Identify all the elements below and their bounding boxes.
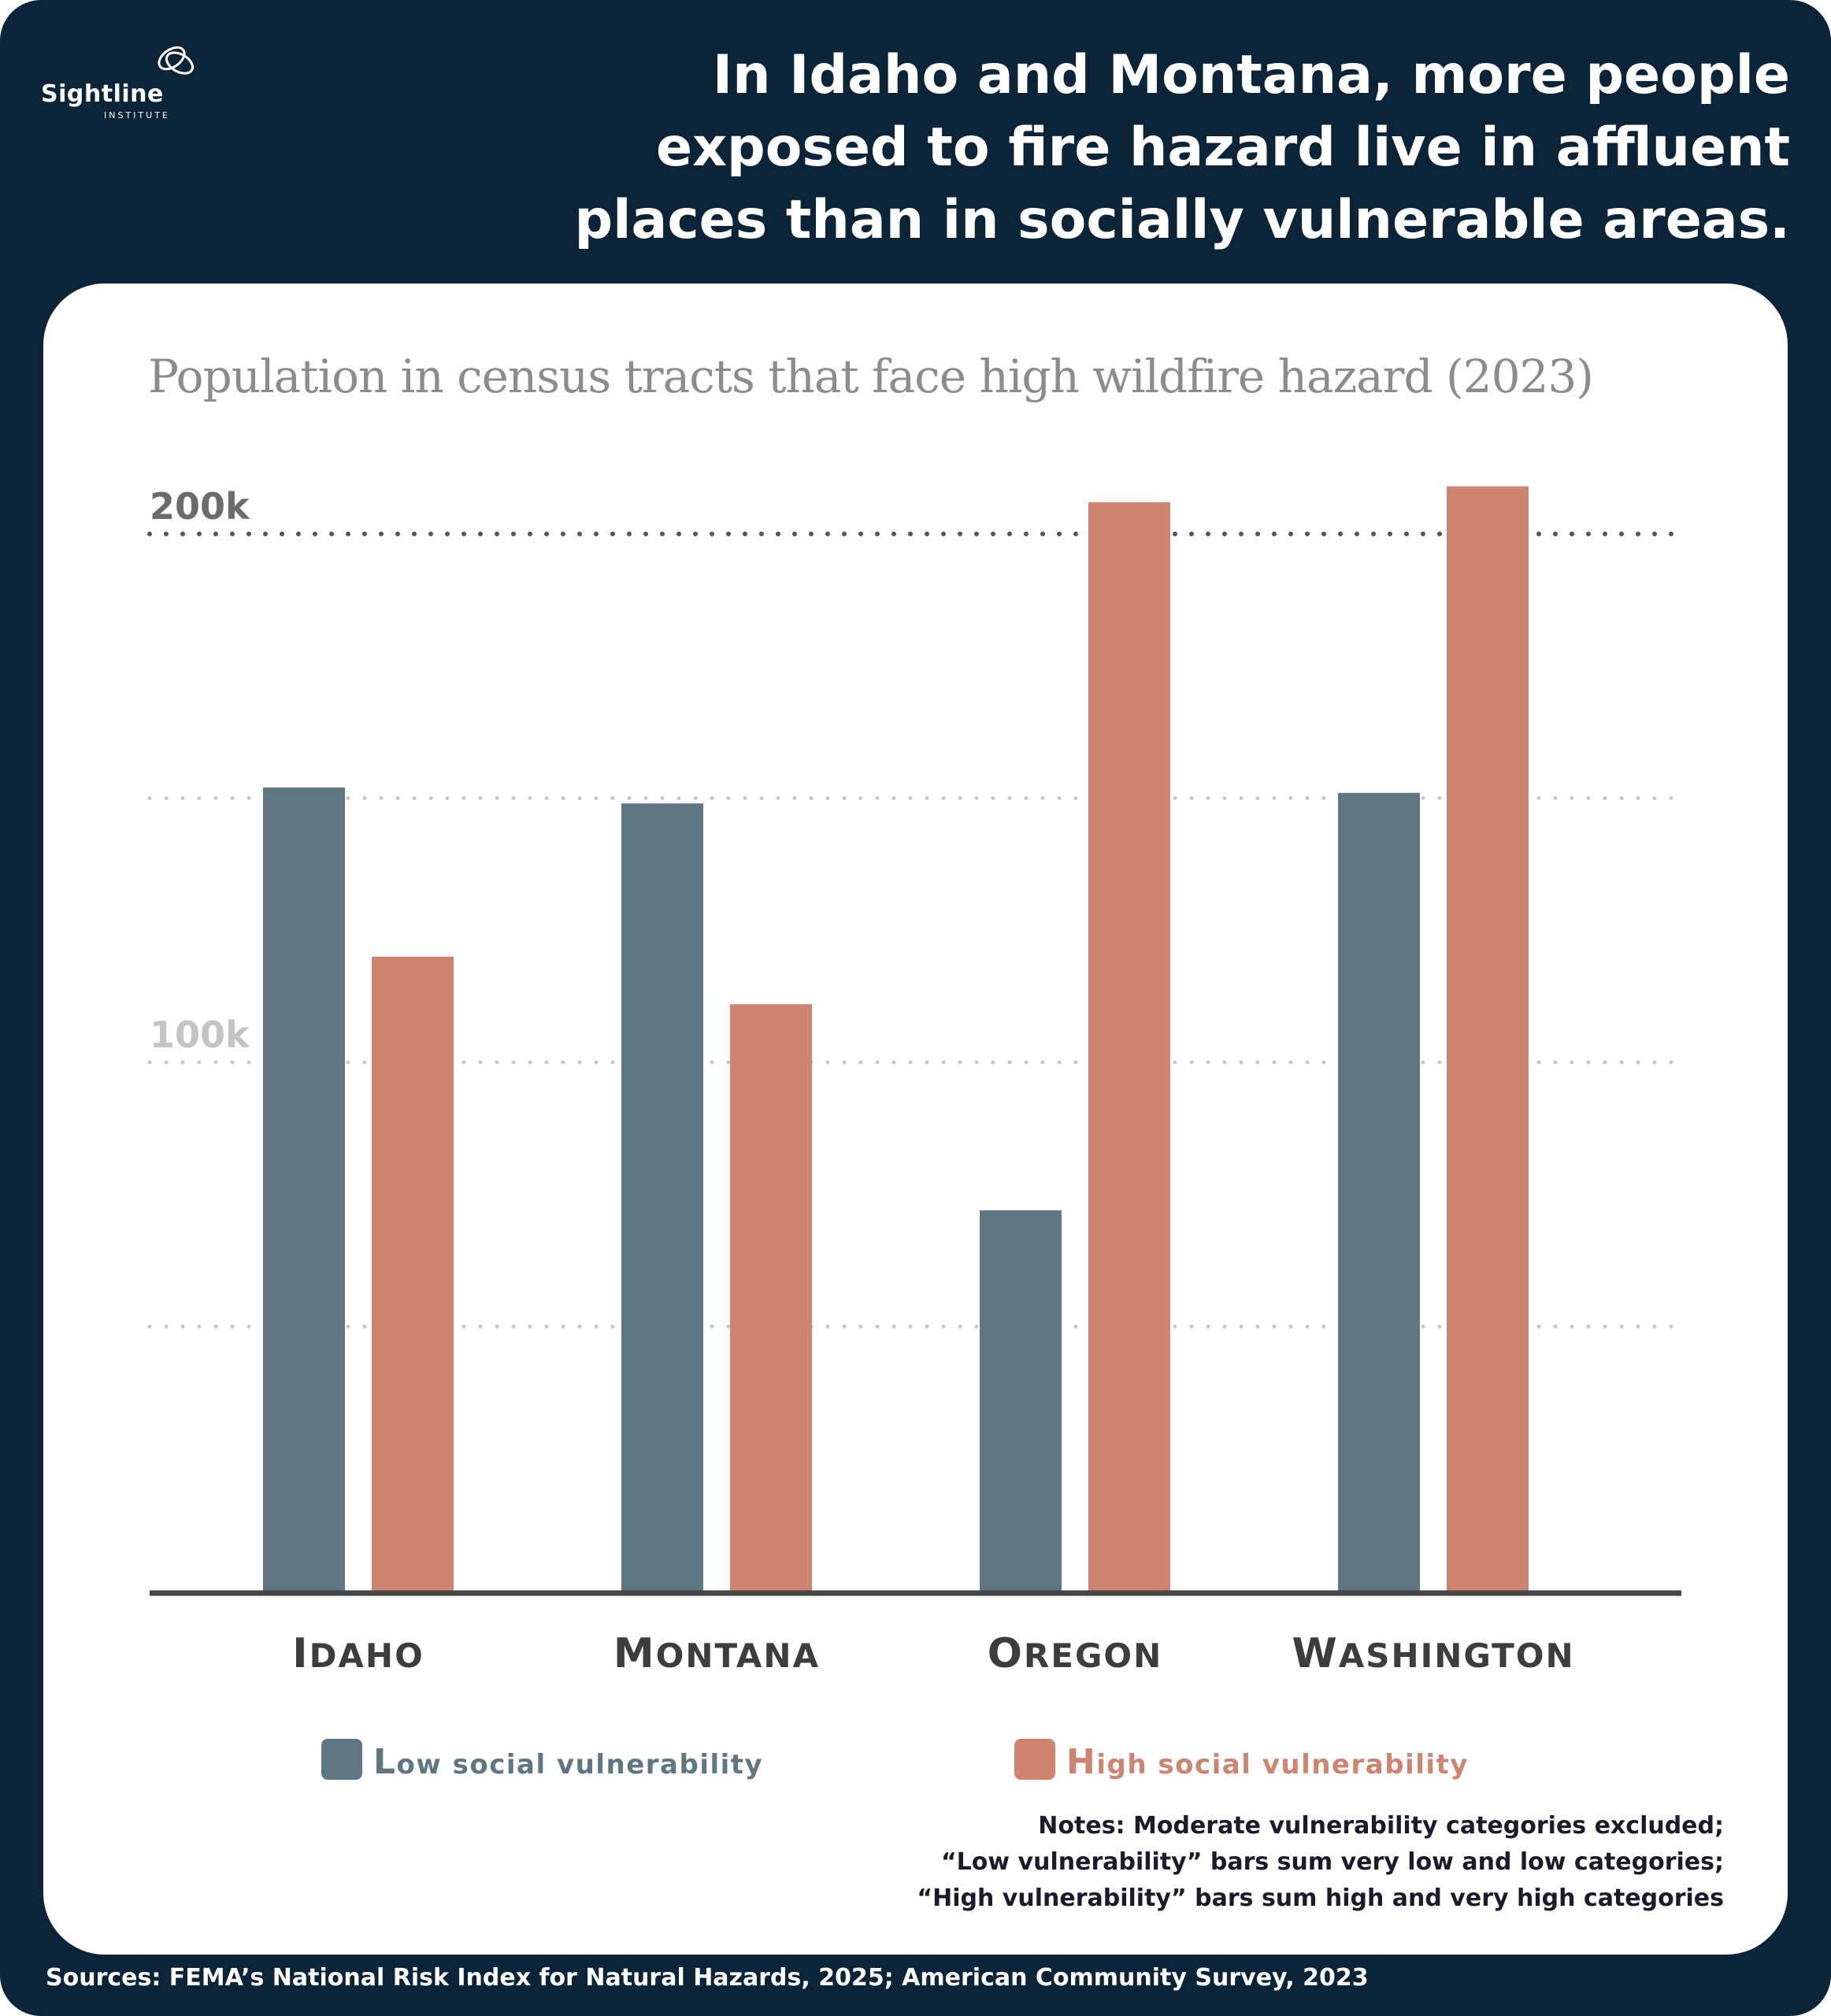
y-tick-label: 100k [150, 1014, 250, 1056]
legend-label-low: Low social vulnerability [373, 1742, 764, 1782]
logo-wordmark: Sightline [41, 80, 164, 108]
notes-line: Notes: Moderate vulnerability categories… [1038, 1812, 1724, 1840]
bar-washington-high [1447, 486, 1529, 1591]
logo-loops-icon [158, 46, 195, 75]
logo-subtitle: INSTITUTE [104, 110, 170, 120]
headline: In Idaho and Montana, more people expose… [294, 39, 1790, 257]
bar-idaho-high [372, 956, 454, 1591]
legend-swatch-low [321, 1739, 362, 1780]
x-tick-label-montana: MONTANA [613, 1630, 821, 1677]
legend-swatch-high [1014, 1739, 1055, 1780]
headline-line: exposed to fire hazard live in affluent [656, 117, 1790, 179]
chart-title: Population in census tracts that face hi… [148, 350, 1594, 403]
headline-line: places than in socially vulnerable areas… [574, 189, 1790, 251]
sightline-logo: Sightline INSTITUTE [41, 39, 214, 126]
bar-oregon-high [1088, 502, 1170, 1591]
x-tick-label-idaho: IDAHO [292, 1630, 424, 1677]
bar-montana-low [621, 803, 703, 1591]
bar-idaho-low [263, 788, 345, 1591]
legend-label-high: High social vulnerability [1066, 1742, 1469, 1782]
chart-notes: Notes: Moderate vulnerability categories… [779, 1808, 1724, 1917]
notes-line: “Low vulnerability” bars sum very low an… [940, 1848, 1724, 1876]
bar-washington-low [1338, 792, 1420, 1591]
notes-line: “High vulnerability” bars sum high and v… [917, 1884, 1724, 1912]
x-tick-label-oregon: OREGON [987, 1630, 1163, 1677]
bar-montana-high [730, 1004, 812, 1591]
bar-oregon-low [980, 1210, 1062, 1591]
y-tick-label: 200k [150, 485, 250, 528]
sources-line: Sources: FEMA’s National Risk Index for … [46, 1964, 1369, 1992]
headline-line: In Idaho and Montana, more people [712, 44, 1790, 106]
x-tick-label-washington: WASHINGTON [1292, 1630, 1575, 1677]
